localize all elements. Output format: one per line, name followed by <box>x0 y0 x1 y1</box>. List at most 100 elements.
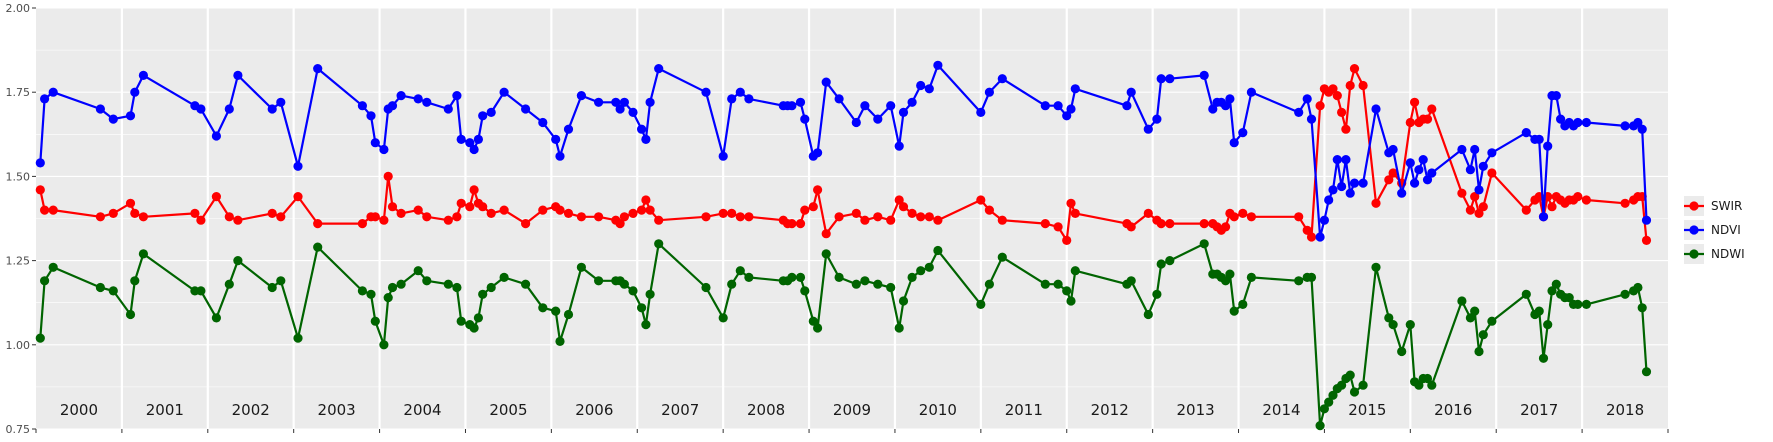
ndwi-point <box>1126 276 1136 286</box>
ndwi-point <box>1470 306 1480 316</box>
ndwi-point <box>744 272 754 282</box>
swir-point <box>1487 168 1497 178</box>
ndvi-point <box>1053 101 1063 111</box>
swir-point <box>95 212 105 222</box>
swir-point <box>1229 212 1239 222</box>
ndvi-point <box>465 138 475 148</box>
legend: SWIR NDVI NDWI <box>1684 196 1745 264</box>
ndvi-point <box>138 70 148 80</box>
swir-point <box>594 212 604 222</box>
ndvi-point <box>637 124 647 134</box>
ndvi-point <box>1358 178 1368 188</box>
ndwi-point <box>1487 316 1497 326</box>
swir-point <box>1474 208 1484 218</box>
ndvi-point <box>916 80 926 91</box>
ndvi-point <box>718 151 728 161</box>
ndvi-point <box>1641 215 1652 225</box>
swir-point <box>190 208 200 218</box>
ndvi-point <box>1221 101 1231 111</box>
ndwi-point <box>456 316 466 326</box>
swir-point <box>916 212 926 222</box>
ndwi-point <box>997 252 1007 262</box>
ndvi-point <box>555 151 565 161</box>
ndvi-point <box>443 104 453 114</box>
swir-point <box>851 208 861 218</box>
ndwi-point <box>718 313 728 323</box>
swir-point <box>984 205 995 215</box>
ndwi-point <box>637 303 647 313</box>
swir-point <box>379 215 389 225</box>
swir-point <box>1221 222 1231 232</box>
swir-point <box>1478 202 1488 212</box>
ndwi-point <box>619 279 630 289</box>
ndwi-point <box>933 245 943 256</box>
swir-point <box>795 219 806 229</box>
ndvi-point <box>795 97 806 107</box>
y-axis: 0.75 1.00 1.25 1.50 1.75 2.00 <box>6 2 36 436</box>
swir-point <box>744 212 754 222</box>
ndwi-point <box>1062 286 1072 296</box>
legend-label: NDVI <box>1711 223 1741 237</box>
ndwi-point <box>469 323 479 333</box>
swir-point <box>1306 232 1317 242</box>
ndvi-point <box>1208 104 1218 114</box>
ndvi-point <box>1543 141 1553 151</box>
ndvi-point <box>1199 70 1209 80</box>
ndvi-point <box>1637 124 1647 134</box>
swir-point <box>48 205 58 215</box>
year-label: 2009 <box>833 401 871 419</box>
ndwi-point <box>821 249 831 259</box>
ndwi-point <box>1465 313 1475 323</box>
swir-point <box>898 202 909 212</box>
swir-point <box>443 215 453 225</box>
ndwi-point <box>787 272 797 282</box>
ndvi-point <box>521 104 531 114</box>
ndvi-point <box>1337 181 1347 192</box>
swir-point <box>276 212 286 222</box>
swir-point <box>1371 198 1381 208</box>
swir-point <box>701 212 711 222</box>
ndvi-point <box>1062 111 1072 121</box>
ndvi-point <box>834 94 844 104</box>
ndvi-point <box>898 107 909 117</box>
x-axis <box>35 429 1669 433</box>
ndvi-point <box>894 141 904 151</box>
swir-point <box>469 185 479 195</box>
swir-point <box>886 215 896 225</box>
ndvi-point <box>1418 155 1428 165</box>
ndvi-point <box>1397 188 1407 198</box>
ndvi-point <box>787 101 797 111</box>
ndwi-point <box>551 306 561 316</box>
ndwi-point <box>735 266 745 276</box>
ndwi-point <box>594 276 604 286</box>
ndwi-point <box>1384 313 1394 323</box>
ndvi-point <box>619 97 630 107</box>
year-label: 2005 <box>489 401 527 419</box>
year-label: 2017 <box>1520 401 1558 419</box>
ndvi-point <box>727 94 737 104</box>
ndwi-point <box>267 282 277 293</box>
swir-point <box>387 202 398 212</box>
ndvi-point <box>233 70 243 80</box>
ndwi-point <box>1581 299 1591 309</box>
ndvi-point <box>1534 134 1544 144</box>
ndvi-point <box>1465 165 1475 175</box>
ndvi-point <box>594 97 604 107</box>
ndvi-point <box>267 104 277 114</box>
swir-point <box>125 198 136 208</box>
ndvi-point <box>628 107 638 117</box>
swir-point <box>196 215 206 225</box>
ndvi-point <box>456 134 466 144</box>
ndwi-point <box>35 333 45 343</box>
ndwi-point <box>313 242 323 252</box>
swir-point <box>40 205 50 215</box>
ndvi-point <box>701 87 711 97</box>
swir-point <box>1315 101 1325 111</box>
ndvi-point <box>108 114 118 124</box>
ndwi-point <box>1328 390 1338 400</box>
ndwi-point <box>873 279 883 289</box>
ndwi-point <box>1156 259 1166 269</box>
ndvi-point <box>1319 215 1329 225</box>
ndvi-point <box>366 111 376 121</box>
